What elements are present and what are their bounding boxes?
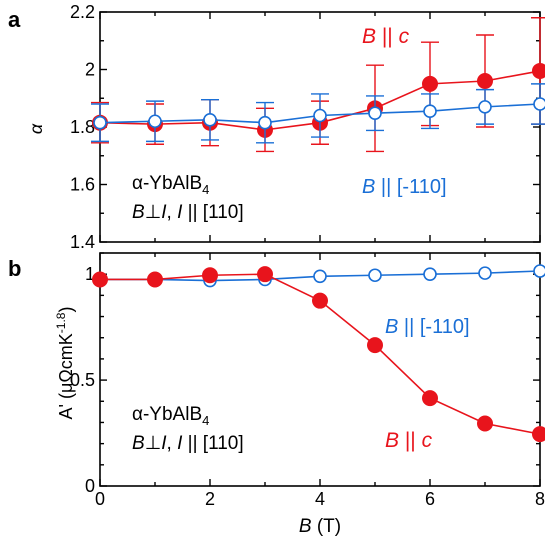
panel-b-material-label: α-YbAlB4	[132, 404, 209, 428]
panel-b-y-tick-label: 0	[85, 476, 95, 496]
panel-b-series-b-parallel-110-point	[423, 267, 437, 281]
x-axis-label: B (T)	[299, 516, 341, 537]
panel-b-x-tick-label: 6	[425, 489, 435, 509]
panel-a-series-b-parallel-c-point	[477, 73, 493, 89]
panel-a-material-label: α-YbAlB4	[132, 173, 209, 197]
panel-b-series-b-parallel-c-point	[257, 266, 273, 283]
panel-b-series-label-b-parallel-110: B || [-110]	[385, 316, 470, 338]
panel-b-series-b-parallel-c-point	[367, 337, 383, 354]
panel-b-series-b-parallel-110-point	[368, 268, 382, 283]
panel-a-series-label-b-parallel-c: B || c	[362, 25, 410, 48]
panel-a-letter: a	[8, 7, 21, 32]
panel-b-geometry-label: B⊥I, I || [110]	[132, 433, 244, 454]
panel-b-series-b-parallel-c-point	[312, 292, 328, 309]
panel-a-y-tick-label: 1.6	[70, 175, 95, 195]
panel-b-x-tick-label: 0	[95, 489, 105, 509]
panel-a-series-b-parallel-c-point	[532, 62, 545, 79]
panel-a-geometry-label: B⊥I, I || [110]	[132, 202, 244, 223]
panel-b-x-tick-label: 4	[315, 489, 325, 509]
panel-b-series-b-parallel-c-point	[532, 426, 545, 443]
panel-b-y-tick-label: 1	[85, 264, 95, 284]
panel-a-series-b-parallel-c	[91, 17, 545, 153]
panel-a-series-b-parallel-110	[91, 83, 545, 144]
panel-a-y-tick-label: 1.4	[70, 232, 95, 252]
panel-b-series-label-b-parallel-c: B || c	[385, 429, 433, 452]
panel-b-y-tick-label: 0.5	[70, 370, 95, 390]
panel-a-series-b-parallel-110-point	[533, 97, 545, 111]
panel-a-series-label-b-parallel-110: B || [-110]	[362, 176, 447, 198]
panel-a-y-tick-label: 2	[85, 60, 95, 80]
panel-a-series-b-parallel-110-point	[258, 115, 272, 130]
panel-a-series-b-parallel-110-point	[423, 104, 437, 118]
panel-b-data	[92, 264, 545, 443]
panel-b-series-b-parallel-c-point	[422, 390, 438, 407]
panel-b-series-b-parallel-c-point	[202, 267, 218, 284]
panel-a-y-tick-label: 1.8	[70, 117, 95, 137]
panel-a-y-tick-label: 2.2	[70, 2, 95, 22]
panel-b-x-tick-label: 8	[535, 489, 545, 509]
panel-b-axes: 0 2 4 6 8 0 0.5 1	[70, 252, 545, 509]
panel-b-letter: b	[8, 256, 21, 281]
panel-b-series-b-parallel-c-point	[147, 271, 163, 288]
panel-a-series-b-parallel-110-point	[313, 108, 327, 123]
panel-a-ylabel: α	[26, 123, 46, 134]
panel-b-series-b-parallel-c-point	[477, 415, 493, 432]
panel-b-series-b-parallel-110-point	[533, 264, 545, 278]
panel-b: b A' (μΩcmK-1.8) 0 2 4 6 8 0 0.5 1 α-YbAlB4 B⊥I…	[8, 252, 545, 537]
panel-b-series-b-parallel-110-point	[478, 266, 492, 280]
panel-a-series-b-parallel-110-point	[148, 114, 162, 129]
panel-b-series-b-parallel-c-point	[92, 271, 108, 288]
panel-b-ylabel: A' (μΩcmK-1.8)	[54, 307, 76, 420]
panel-a-series-b-parallel-c-point	[422, 75, 438, 92]
panel-a-series-b-parallel-110-point	[478, 100, 492, 114]
panel-a-series-b-parallel-110-point	[368, 106, 382, 120]
panel-a-data	[91, 17, 545, 153]
panel-b-series-b-parallel-110-point	[313, 269, 327, 284]
panel-a-series-b-parallel-110-point	[93, 115, 107, 130]
panel-a: a α 1.4 1.6 1.8 2 2.2 α-YbAlB4 B⊥I, I || [11…	[8, 2, 545, 252]
panel-b-x-tick-label: 2	[205, 489, 215, 509]
panel-a-axes: 1.4 1.6 1.8 2 2.2	[70, 2, 541, 252]
panel-b-series-b-parallel-c	[92, 266, 545, 443]
panel-a-series-b-parallel-110-point	[203, 113, 217, 127]
